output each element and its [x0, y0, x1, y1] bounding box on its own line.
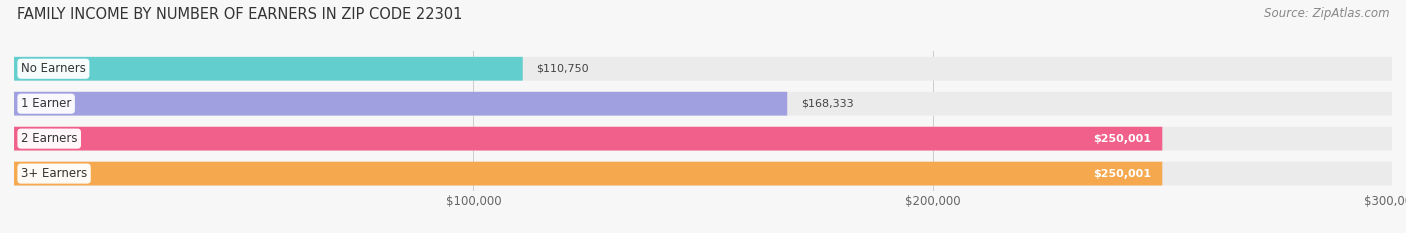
- Text: $110,750: $110,750: [537, 64, 589, 74]
- FancyBboxPatch shape: [14, 92, 787, 116]
- Text: 2 Earners: 2 Earners: [21, 132, 77, 145]
- Text: 3+ Earners: 3+ Earners: [21, 167, 87, 180]
- FancyBboxPatch shape: [14, 127, 1392, 151]
- Text: $168,333: $168,333: [801, 99, 853, 109]
- Text: No Earners: No Earners: [21, 62, 86, 75]
- Text: $250,001: $250,001: [1092, 169, 1152, 178]
- Text: Source: ZipAtlas.com: Source: ZipAtlas.com: [1264, 7, 1389, 20]
- Text: FAMILY INCOME BY NUMBER OF EARNERS IN ZIP CODE 22301: FAMILY INCOME BY NUMBER OF EARNERS IN ZI…: [17, 7, 463, 22]
- FancyBboxPatch shape: [14, 57, 523, 81]
- FancyBboxPatch shape: [14, 127, 1163, 151]
- Text: 1 Earner: 1 Earner: [21, 97, 72, 110]
- FancyBboxPatch shape: [14, 57, 1392, 81]
- Text: $250,001: $250,001: [1092, 134, 1152, 144]
- FancyBboxPatch shape: [14, 162, 1163, 185]
- FancyBboxPatch shape: [14, 162, 1392, 185]
- FancyBboxPatch shape: [14, 92, 1392, 116]
